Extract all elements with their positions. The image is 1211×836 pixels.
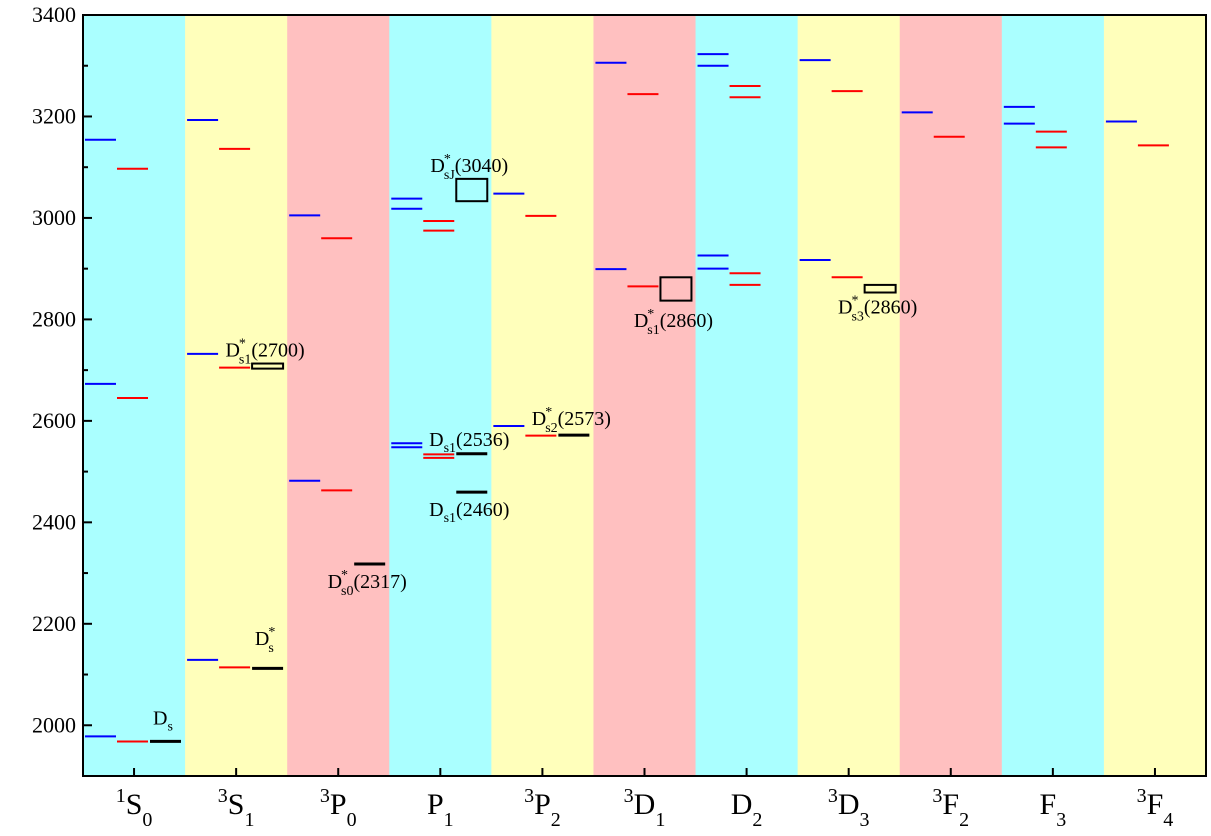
y-tick-label: 3200 <box>32 103 76 128</box>
category-label: 3D1 <box>624 785 666 831</box>
category-label: 3F4 <box>1137 785 1174 831</box>
plot-frame <box>82 14 1207 777</box>
category-label: 3P0 <box>320 785 357 831</box>
exp-box <box>251 362 285 370</box>
state-label: D* sJ(3040) <box>430 152 508 183</box>
state-label: D* s <box>255 625 275 656</box>
band-0 <box>83 15 186 776</box>
band-5 <box>593 15 697 776</box>
category-label: 3D3 <box>828 785 870 831</box>
series-red <box>117 85 1169 743</box>
series-blue <box>85 53 1137 738</box>
band-8 <box>899 15 1003 776</box>
state-label: Ds1(2536) <box>429 429 509 456</box>
category-label: D2 <box>731 788 763 831</box>
band-2 <box>287 15 390 776</box>
band-9 <box>1001 15 1105 776</box>
band-4 <box>491 15 594 776</box>
state-label: Ds <box>153 707 173 734</box>
experimental-states <box>150 177 897 743</box>
band-6 <box>695 15 799 776</box>
y-tick-label: 3400 <box>32 2 76 27</box>
x-axis: 1S0 3S1 3P0 P1 3P2 3D1 D2 3D3 3F2 F3 3F4 <box>116 768 1174 831</box>
band-3 <box>389 15 492 776</box>
exp-box <box>863 283 897 294</box>
band-7 <box>797 15 901 776</box>
state-label: D* s1(2700) <box>225 336 304 367</box>
category-bands <box>83 15 1207 776</box>
state-label: D* s0(2317) <box>328 568 407 599</box>
y-tick-label: 2000 <box>32 712 76 737</box>
state-annotations: Ds D* s D* s1(2700) D* s0(2317) Ds1(2460) Ds1(25… <box>153 152 917 734</box>
y-tick-label: 2600 <box>32 408 76 433</box>
state-label: D* s1(2860) <box>634 307 713 338</box>
y-tick-label: 2800 <box>32 306 76 331</box>
y-tick-label: 3000 <box>32 205 76 230</box>
exp-box <box>455 177 489 203</box>
y-tick-label: 2400 <box>32 509 76 534</box>
y-tick-label: 2200 <box>32 611 76 636</box>
category-label: 3F2 <box>932 785 969 831</box>
category-label: 3S1 <box>218 785 255 831</box>
exp-box <box>659 276 693 302</box>
category-label: 1S0 <box>116 785 153 831</box>
category-label: F3 <box>1040 788 1067 831</box>
y-axis: 2000 2200 2400 2600 2800 3000 3200 3400 <box>32 2 92 777</box>
band-1 <box>185 15 288 776</box>
state-label: Ds1(2460) <box>429 499 509 526</box>
category-label: 3P2 <box>524 785 561 831</box>
state-label: D* s3(2860) <box>838 293 917 324</box>
band-10 <box>1103 15 1207 776</box>
state-label: D* s2(2573) <box>532 405 611 436</box>
category-label: P1 <box>427 788 454 831</box>
